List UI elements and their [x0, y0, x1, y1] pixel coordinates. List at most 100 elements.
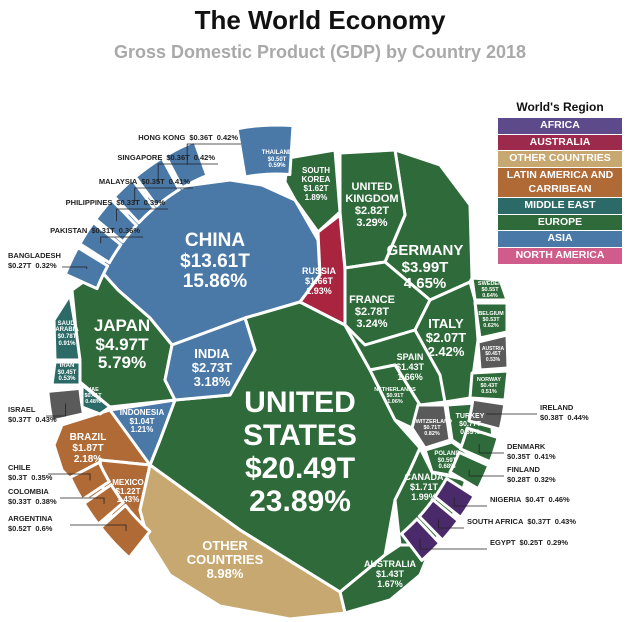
share-label: 1.43% — [116, 495, 140, 505]
share-label: 0.42% — [217, 133, 239, 142]
gdp-label: $0.41T — [84, 392, 102, 399]
share-label: 2.42% — [427, 344, 465, 360]
share-label: 0.62% — [483, 323, 499, 330]
gdp-label: $0.91T — [386, 392, 404, 399]
country-label: SINGAPORE $0.36T 0.42% — [117, 153, 215, 162]
share-label: 1.66% — [397, 371, 423, 382]
label-box: CHINA $13.61T 15.86% — [150, 192, 280, 332]
share-label: 0.42% — [194, 153, 216, 162]
legend-item: NORTH AMERICA — [498, 248, 622, 264]
country-name: SAUDI ARABIA — [55, 320, 79, 334]
gdp-label: $0.36T — [189, 133, 213, 142]
share-label: 0.44% — [567, 413, 589, 422]
legend: World's Region AFRICA AUSTRALIA OTHER COUN… — [498, 100, 622, 265]
leader-line — [62, 266, 88, 269]
share-label: 0.46% — [548, 495, 570, 504]
leader-line — [116, 208, 168, 222]
country-label: FINLAND $0.28T 0.32% — [507, 465, 556, 484]
country-name: NETHERLANDS — [374, 386, 416, 393]
country-cell — [468, 369, 510, 402]
country-label: IRELAND $0.38T 0.44% — [540, 403, 589, 422]
country-label: BANGLADESH $0.27T 0.32% — [8, 251, 61, 270]
country-name: UNITED KINGDOM — [345, 180, 399, 205]
legend-item: MIDDLE EAST — [498, 198, 622, 214]
share-label: 8.98% — [206, 566, 244, 582]
country-name: SWITZERLAND — [412, 418, 452, 425]
gdp-label: $2.82T — [354, 205, 390, 217]
country-name: FRANCE — [349, 293, 395, 306]
gdp-label: $0.45T — [485, 351, 501, 358]
leader-line — [46, 403, 67, 417]
country-label: DENMARK $0.35T 0.41% — [507, 442, 556, 461]
leader-line — [186, 143, 241, 165]
share-label: 1.89% — [304, 192, 328, 202]
country-name: FINLAND — [507, 465, 540, 474]
label-box: TURKEY $0.77T 0.89% — [449, 355, 491, 495]
country-name: IRELAND — [540, 403, 574, 412]
gdp-label: $2.73T — [191, 359, 233, 375]
country-name: COLOMBIA — [8, 487, 49, 496]
gdp-label: $0.33T — [8, 497, 32, 506]
country-name: CHILE — [8, 463, 31, 472]
chart-subtitle: Gross Domestic Product (GDP) by Country … — [114, 42, 526, 62]
gdp-label: $0.4T — [525, 495, 545, 504]
share-label: 0.39% — [144, 198, 166, 207]
country-label: PHILIPPINES $0.33T 0.39% — [66, 198, 166, 207]
gdp-label: $0.71T — [423, 424, 441, 431]
gdp-label: $0.33T — [116, 198, 140, 207]
legend-item: LATIN AMERICA AND CARRIBEAN — [498, 167, 622, 198]
share-label: 0.41% — [169, 177, 191, 186]
country-label: PAKISTAN $0.31T 0.36% — [50, 226, 140, 235]
label-box: RUSSIA $1.66T 1.93% — [299, 212, 339, 352]
label-box: NORWAY $0.43T 0.51% — [471, 316, 507, 456]
share-label: 5.79% — [97, 353, 147, 373]
share-label: 1.21% — [130, 425, 154, 435]
gdp-label: $0.25T — [519, 538, 543, 547]
leader-line — [100, 236, 143, 244]
label-box: INDONESIA $1.04T 1.21% — [111, 352, 173, 492]
country-cell — [50, 360, 82, 387]
country-name: EGYPT — [490, 538, 516, 547]
gdp-label: $2.78T — [354, 305, 390, 318]
country-label: ISRAEL $0.37T 0.43% — [8, 405, 57, 424]
legend-item: AFRICA — [498, 118, 622, 134]
gdp-label: $1.43T — [375, 569, 405, 580]
country-cell — [82, 483, 125, 526]
country-name: PHILIPPINES — [66, 198, 113, 207]
label-box: GERMANY $3.99T 4.65% — [380, 198, 470, 338]
share-label: 0.32% — [35, 261, 57, 270]
gdp-label: $4.97T — [95, 334, 149, 354]
country-name: SOUTH AFRICA — [467, 517, 524, 526]
share-label: 3.29% — [356, 217, 388, 230]
country-name: AUSTRALIA — [364, 559, 416, 570]
country-cell — [476, 333, 510, 372]
gdp-label: $0.50T — [267, 156, 287, 163]
leader-line — [486, 413, 537, 415]
gdp-label: $2.07T — [425, 329, 467, 345]
gdp-label: $0.36T — [166, 153, 190, 162]
country-name: CANADA — [404, 472, 444, 483]
country-cell — [94, 198, 138, 244]
label-box: IRAN $0.45T 0.53% — [53, 303, 81, 443]
gdp-label: $20.49T — [244, 452, 356, 485]
country-name: JAPAN — [93, 315, 151, 335]
gdp-label: $0.35T — [507, 452, 531, 461]
gdp-label: $0.37T — [8, 415, 32, 424]
share-label: 4.65% — [403, 275, 447, 293]
label-box: AUSTRIA $0.45T 0.53% — [478, 285, 508, 425]
country-label: MALAYSIA $0.35T 0.41% — [99, 177, 190, 186]
